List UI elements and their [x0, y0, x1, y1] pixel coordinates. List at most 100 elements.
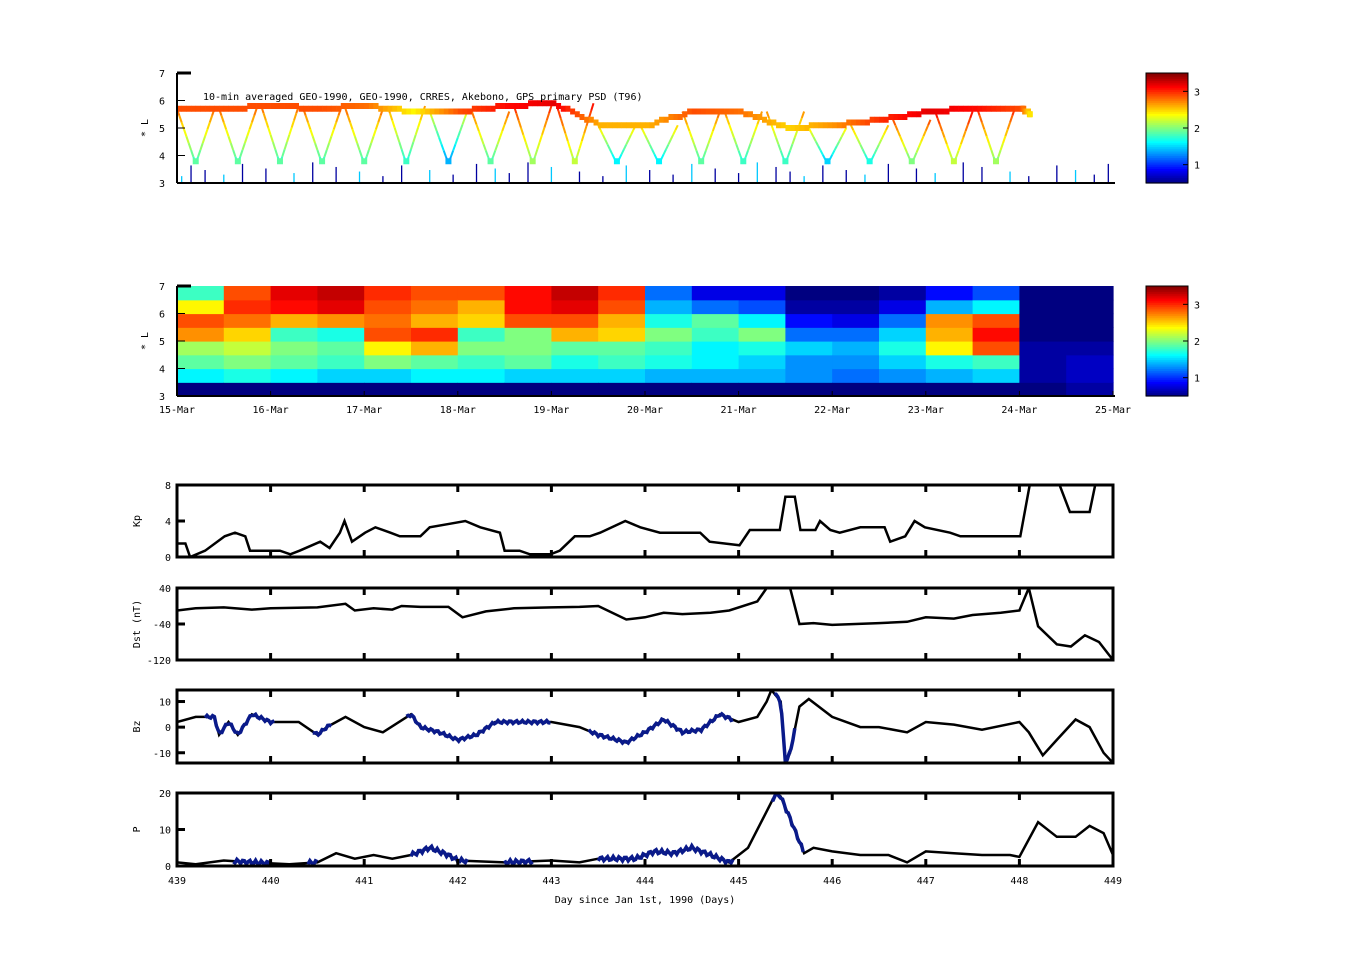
- y-axis-label: * L: [140, 332, 151, 350]
- heatmap-cell: [925, 341, 974, 356]
- y-tick-label: -120: [147, 656, 171, 667]
- colorbar-cell: [1146, 93, 1188, 96]
- satellite-pass-segment: [335, 115, 340, 123]
- heatmap-cell: [972, 368, 1020, 383]
- satellite-pass-segment: [695, 150, 700, 158]
- heatmap-cell: [645, 286, 693, 301]
- colorbar-cell: [1146, 126, 1188, 129]
- psd-scatter-panel: 3 4 5 6 7 * L 1 2 3: [140, 69, 1200, 190]
- satellite-pass-segment: [239, 149, 244, 158]
- satellite-pass-segment: [1004, 129, 1009, 137]
- heatmap-cell: [504, 354, 552, 370]
- psd-track-point: [864, 119, 870, 126]
- heatmap-cell: [785, 286, 833, 301]
- psd-track-point: [350, 103, 356, 109]
- psd-track-point: [499, 103, 505, 109]
- satellite-pass-segment: [765, 111, 770, 119]
- x-tick-label: 20-Mar: [627, 405, 663, 416]
- psd-track-point: [691, 108, 697, 115]
- satellite-pass-segment: [880, 134, 885, 141]
- satellite-pass-segment: [250, 115, 256, 123]
- heatmap-cell: [411, 354, 459, 370]
- colorbar-cell: [1146, 368, 1188, 371]
- axes-frame: [175, 688, 1115, 765]
- psd-track-point: [911, 111, 917, 118]
- heatmap-cell: [972, 313, 1020, 328]
- satellite-pass-segment: [896, 130, 901, 137]
- satellite-pass-segment: [562, 125, 567, 134]
- satellite-pass-segment: [482, 143, 487, 152]
- heatmap-cell: [364, 368, 412, 383]
- psd-track-point: [593, 119, 599, 126]
- colorbar-cell: [1146, 289, 1188, 293]
- heatmap-cell: [738, 382, 786, 397]
- satellite-pass-segment: [962, 130, 967, 138]
- colorbar-cell: [1146, 355, 1188, 359]
- pressure-panel: 0 10 20 P 439 440 441 442 443 444 445 446 447 448 449: [132, 789, 1122, 887]
- colorbar-cell: [1146, 111, 1188, 114]
- satellite-pass-segment: [262, 112, 267, 121]
- heatmap-cell: [457, 368, 506, 383]
- colorbar-cell: [1146, 144, 1188, 147]
- colorbar-cell: [1146, 385, 1188, 388]
- model-series-line: [177, 690, 1113, 763]
- satellite-pass-segment: [606, 144, 611, 150]
- colorbar-cell: [1146, 151, 1188, 155]
- satellite-pass-segment: [920, 135, 925, 143]
- y-tick-label: 7: [159, 282, 165, 293]
- colorbar-cell: [1146, 322, 1188, 326]
- satellite-pass-segment: [807, 127, 813, 133]
- heatmap-cell: [551, 313, 599, 328]
- psd-track-point: [1027, 111, 1033, 118]
- colorbar-cell: [1146, 383, 1188, 386]
- heatmap-cell: [457, 341, 506, 356]
- satellite-pass-segment: [501, 124, 506, 132]
- psd-track-point: [677, 114, 683, 120]
- satellite-pass-segment: [391, 120, 396, 128]
- satellite-pass-segment: [435, 130, 441, 138]
- satellite-pass-segment: [323, 149, 328, 158]
- y-tick-label: -40: [153, 620, 171, 631]
- satellite-pass-segment: [917, 141, 923, 148]
- satellite-pass-segment: [674, 124, 679, 131]
- pass-perigee-point: [656, 158, 663, 165]
- y-tick-label: 4: [159, 152, 165, 163]
- satellite-pass-segment: [477, 130, 483, 138]
- colorbar-tick-label: 2: [1194, 337, 1200, 348]
- heatmap-cell: [925, 368, 974, 383]
- heatmap-cell: [1066, 354, 1114, 370]
- satellite-pass-segment: [927, 119, 932, 126]
- satellite-pass-segment: [941, 130, 946, 138]
- satellite-pass-segment: [286, 134, 291, 143]
- psd-track-point: [551, 100, 557, 107]
- psd-track-point: [528, 100, 533, 107]
- pass-perigee-point: [782, 158, 789, 165]
- heatmap-cell: [598, 341, 646, 356]
- satellite-pass-segment: [618, 153, 623, 160]
- bz-panel: 10 0 -10 Bz: [132, 688, 1115, 765]
- colorbar-cell: [1146, 133, 1188, 136]
- colorbar-cell: [1146, 161, 1188, 164]
- pass-perigee-point: [866, 158, 873, 165]
- satellite-pass-segment: [199, 142, 204, 151]
- psd-track-point: [504, 103, 510, 109]
- y-axis-label: P: [132, 826, 143, 832]
- satellite-pass-segment: [644, 134, 649, 141]
- psd-track-point: [481, 105, 487, 112]
- satellite-pass-segment: [461, 117, 466, 125]
- satellite-pass-segment: [246, 129, 251, 137]
- satellite-pass-segment: [791, 137, 796, 145]
- psd-track-point: [275, 103, 281, 109]
- heatmap-cell: [879, 313, 927, 328]
- satellite-pass-segment: [178, 115, 183, 123]
- satellite-pass-segment: [686, 124, 691, 132]
- x-tick-label: 448: [1010, 876, 1028, 887]
- psd-track-point: [448, 108, 454, 115]
- heatmap-cell: [270, 382, 318, 397]
- satellite-pass-segment: [873, 148, 878, 155]
- psd-track-point: [794, 125, 800, 131]
- heatmap-cell: [317, 382, 365, 397]
- heatmap-cell: [1066, 313, 1114, 328]
- psd-track-point: [1014, 105, 1020, 112]
- pass-perigee-point: [445, 158, 452, 165]
